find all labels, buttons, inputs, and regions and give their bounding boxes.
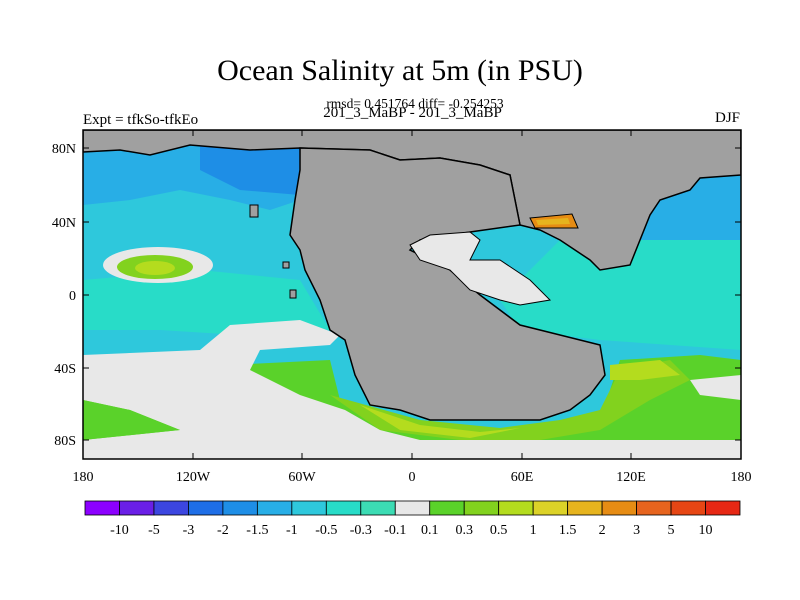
lon-tick-label: 120E [616, 470, 646, 485]
colorbar-swatch [498, 500, 534, 516]
colorbar-swatch [188, 500, 224, 516]
colorbar-swatch [705, 500, 741, 516]
colorbar-label: 0.3 [455, 523, 473, 538]
pacific-anomaly-inner [135, 261, 175, 275]
colorbar-label: -0.3 [350, 523, 372, 538]
lat-tick-label: 80N [52, 142, 76, 157]
chart-title: Ocean Salinity at 5m (in PSU) [217, 54, 583, 87]
comparison-label: 201_3_MaBP - 201_3_MaBP [323, 105, 502, 121]
colorbar-label: -0.1 [384, 523, 406, 538]
colorbar-label: 5 [668, 523, 675, 538]
colorbar-label: -5 [148, 523, 160, 538]
lon-tick-label: 180 [731, 470, 752, 485]
colorbar-label: 3 [633, 523, 640, 538]
ocean-region-far-south-green [83, 400, 180, 440]
land-fragment [289, 289, 297, 299]
colorbar-swatch [256, 500, 293, 516]
ocean-region-southern-yellowgreen [330, 360, 690, 440]
colorbar-label: -1 [286, 523, 298, 538]
land-island-inner-strip [536, 218, 570, 225]
colorbar-label: -2 [217, 523, 229, 538]
lon-tick-label: 180 [73, 470, 94, 485]
stats-line: rmsd= 0.451764 diff= -0.254253 [326, 96, 504, 111]
lon-tick-label: 120W [176, 470, 211, 485]
colorbar-label: 2 [599, 523, 606, 538]
colorbar-swatch [84, 500, 120, 516]
season-label: DJF [714, 110, 740, 126]
axis-ticks: 80N 40N 0 40S 80S 180 120W 60W 0 60E 120E 180 [52, 130, 752, 485]
colorbar-swatch [463, 500, 500, 516]
colorbar-swatch [119, 500, 155, 516]
land-main-continent [289, 147, 606, 421]
colorbar-swatch [532, 500, 569, 516]
lon-tick-label: 60W [288, 470, 316, 485]
ocean-region-near-zero-east [690, 375, 741, 400]
ocean-region-southeast-yellow [610, 360, 680, 380]
colorbar-swatch [429, 500, 465, 516]
ocean-region-near-zero-south [83, 320, 741, 459]
colorbar-label: -1.5 [246, 523, 268, 538]
lon-tick-label: 60E [511, 470, 534, 485]
colorbar-label: -0.5 [315, 523, 337, 538]
ocean-region-indian [500, 240, 741, 350]
colorbar-swatch [222, 500, 258, 516]
land-fragment [282, 261, 290, 269]
colorbar-swatch [394, 500, 431, 516]
colorbar-label: 0.5 [490, 523, 508, 538]
colorbar: -10 -5 -3 -2 -1.5 -1 -0.5 -0.3 -0.1 0.1 0.3 0.5 1 1.5… [84, 500, 741, 538]
ocean-region-southern-yellow [360, 405, 520, 438]
colorbar-label: 10 [699, 523, 713, 538]
experiment-label: Expt = tfkSo-tfkEo [83, 112, 199, 128]
ocean-region-central-pacific [83, 270, 330, 335]
land-northern-cap [83, 130, 741, 271]
ocean-region-north-blue [200, 140, 300, 195]
colorbar-label: 1 [530, 523, 537, 538]
colorbar-label: 1.5 [559, 523, 577, 538]
lat-tick-label: 80S [54, 434, 76, 449]
lat-tick-label: 0 [69, 289, 76, 304]
colorbar-swatch [601, 500, 637, 516]
colorbar-swatch [153, 500, 189, 516]
lon-tick-label: 0 [409, 470, 416, 485]
colorbar-swatch [567, 500, 603, 516]
colorbar-label: -10 [110, 523, 129, 538]
lat-tick-label: 40N [52, 216, 76, 231]
colorbar-swatch [291, 500, 327, 516]
colorbar-swatch [670, 500, 706, 516]
colorbar-label: 0.1 [421, 523, 439, 538]
land-fragment [249, 204, 259, 218]
colorbar-swatch [325, 500, 362, 516]
colorbar-swatch [636, 500, 672, 516]
map-field [83, 130, 741, 459]
colorbar-label: -3 [183, 523, 195, 538]
lat-tick-label: 40S [54, 362, 76, 377]
ocean-region-near-zero-center [409, 231, 552, 306]
colorbar-swatch [360, 500, 396, 516]
